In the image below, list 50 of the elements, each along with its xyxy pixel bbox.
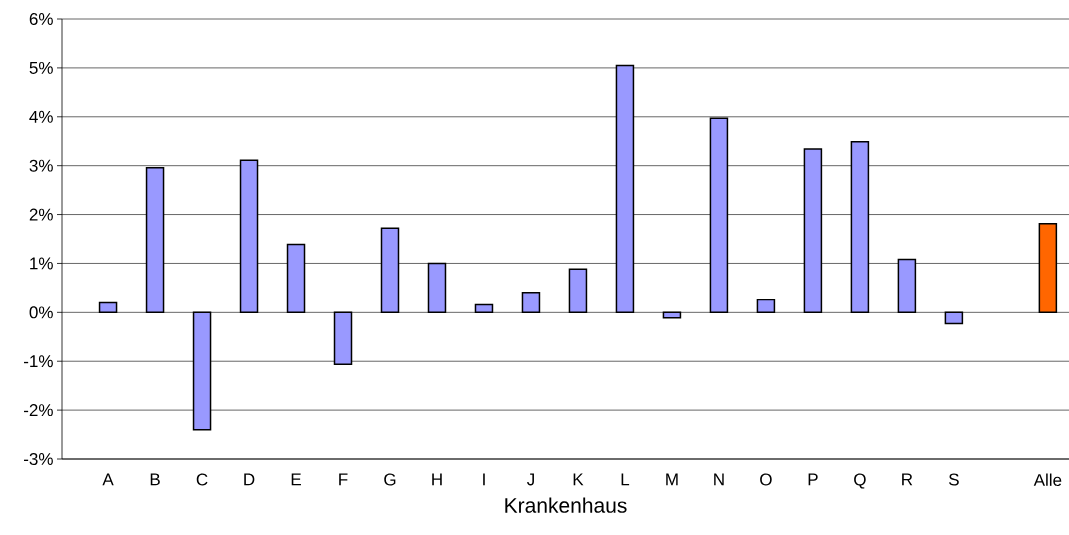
- bar: [380, 227, 400, 314]
- bar: [1038, 223, 1058, 314]
- x-tick-label: M: [666, 473, 678, 486]
- x-tick-label: L: [621, 473, 630, 486]
- bar: [474, 303, 494, 314]
- bar: [897, 258, 917, 314]
- y-tick-label: 0%: [29, 306, 53, 319]
- bar: [333, 311, 353, 365]
- bar: [944, 311, 964, 325]
- y-tick-label: 2%: [29, 208, 53, 221]
- y-tick-label: -3%: [24, 452, 53, 466]
- x-tick-label: P: [808, 473, 818, 486]
- x-axis-title: Krankenhaus: [505, 497, 627, 513]
- x-tick-label: F: [339, 473, 348, 486]
- bar: [615, 64, 635, 314]
- bar: [239, 159, 259, 314]
- y-tick-label: 6%: [29, 12, 53, 26]
- bar: [192, 311, 212, 431]
- y-tick-label: 3%: [29, 159, 53, 172]
- bar: [709, 117, 729, 314]
- x-tick-label: B: [150, 473, 160, 486]
- bar: [427, 262, 447, 314]
- bar: [145, 166, 165, 314]
- x-tick-label: O: [760, 473, 772, 486]
- bar: [803, 148, 823, 314]
- x-tick-label: D: [244, 473, 255, 486]
- x-tick-label: I: [483, 473, 485, 486]
- x-tick-label: K: [573, 473, 584, 486]
- x-tick-label: Q: [854, 473, 866, 489]
- bar: [98, 301, 118, 314]
- bar: [850, 140, 870, 314]
- x-tick-label: R: [902, 473, 913, 486]
- y-tick-label: 5%: [29, 61, 53, 74]
- y-tick-label: 4%: [29, 110, 53, 123]
- y-tick-label: -2%: [24, 404, 53, 417]
- x-tick-label: H: [432, 473, 442, 486]
- bar: [568, 268, 588, 314]
- x-tick-label: E: [291, 473, 301, 486]
- x-tick-label: S: [948, 473, 959, 486]
- x-tick-label: A: [102, 473, 114, 486]
- bar: [756, 298, 776, 314]
- x-tick-label: Alle: [1033, 473, 1062, 487]
- y-tick-label: 1%: [30, 257, 53, 270]
- y-tick-label: -1%: [24, 355, 53, 368]
- bar: [286, 243, 306, 314]
- x-tick-label: G: [384, 473, 396, 486]
- x-tick-label: J: [526, 473, 534, 486]
- bar: [521, 292, 541, 314]
- x-tick-label: C: [196, 473, 208, 486]
- x-tick-label: N: [714, 473, 724, 486]
